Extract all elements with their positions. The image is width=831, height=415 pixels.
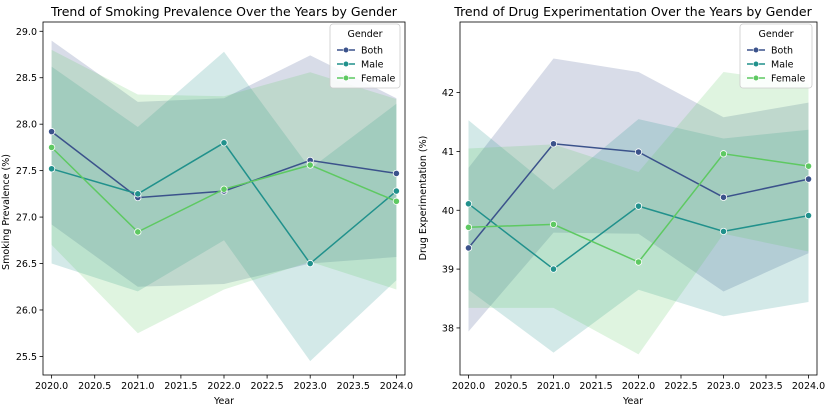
x-tick-label: 2023.5 [749,381,782,392]
legend-swatch-marker [752,74,760,82]
confidence-band-male [51,51,397,362]
legend: Gender Both Male Female [329,23,401,89]
data-point-male [392,187,400,195]
y-tick-label: 27.0 [16,213,37,224]
legend: Gender Both Male Female [739,23,813,89]
data-point-female [220,185,228,193]
x-tick-label: 2023.0 [294,381,327,392]
legend-swatch-marker [342,74,350,82]
legend-entry-both: Both [771,46,793,57]
data-point-female [134,228,142,236]
data-point-female [48,143,56,152]
legend-swatch-marker [342,46,350,54]
x-tick-label: 2024.0 [792,381,825,392]
data-point-female [634,258,643,266]
confidence-band-male [468,119,809,353]
data-point-both [634,148,643,156]
data-point-male [804,211,813,220]
x-tick-label: 2022.5 [664,381,697,392]
y-axis-label: Drug Experimentation (%) [418,136,429,261]
plot-area: 2020.0 2020.5 2021.0 2021.5 2022.0 2022.5 2023… [442,21,825,392]
x-tick-label: 2020.0 [35,381,68,392]
x-tick-label: 2020.5 [494,381,527,392]
x-tick-label: 2021.0 [121,381,154,392]
y-tick-label: 40 [442,206,454,217]
data-point-male [549,265,558,273]
x-tick-label: 2022.0 [207,381,240,392]
legend-entry-male: Male [361,60,384,71]
x-tick-label: 2021.5 [579,381,612,392]
confidence-band-both [468,58,809,332]
y-tick-label: 28.0 [16,120,37,131]
data-point-female [464,223,473,231]
y-tick-label: 41 [442,147,454,158]
y-tick-label: 42 [442,88,454,99]
legend-entry-female: Female [771,74,806,85]
legend-title: Gender [347,29,382,40]
x-tick-label: 2020.5 [78,381,111,392]
confidence-band-both [51,40,397,287]
x-tick-label: 2020.0 [452,381,485,392]
x-tick-label: 2022.5 [250,381,283,392]
data-point-male [464,200,473,208]
x-tick-label: 2022.0 [622,381,655,392]
x-tick-label: 2023.0 [707,381,740,392]
data-point-male [634,202,643,210]
x-axis-label: Year [213,396,234,407]
legend-box [739,23,813,89]
legend-swatch-marker [342,60,350,68]
data-point-female [306,161,314,169]
data-point-both [48,128,56,136]
x-axis-label: Year [622,396,643,407]
y-tick-label: 28.5 [16,73,37,84]
data-point-both [392,169,400,178]
y-tick-label: 39 [442,265,454,276]
legend-box [329,23,401,89]
data-point-both [549,140,558,148]
y-tick-label: 38 [442,323,454,334]
y-tick-label: 29.0 [16,27,37,38]
data-point-male [719,227,728,236]
y-tick-label: 26.0 [16,305,37,316]
x-tick-label: 2024.0 [380,381,413,392]
drug-experimentation-chart: Trend of Drug Experimentation Over the Y… [418,4,825,407]
data-point-male [134,190,142,198]
legend-swatch-marker [752,60,760,68]
data-point-female [719,150,728,158]
data-point-male [306,259,314,268]
legend-swatch-marker [752,46,760,54]
x-tick-label: 2023.5 [337,381,370,392]
data-point-both [464,244,473,252]
x-tick-label: 2021.5 [164,381,197,392]
data-point-female [549,220,558,228]
smoking-prevalence-chart: Trend of Smoking Prevalence Over the Yea… [1,4,413,407]
chart-title: Trend of Smoking Prevalence Over the Yea… [50,4,398,19]
legend-title: Gender [758,29,793,40]
y-tick-label: 27.5 [16,166,37,177]
legend-entry-both: Both [361,46,383,57]
data-point-both [804,175,813,183]
y-tick-label: 25.5 [16,352,37,363]
data-point-male [220,139,228,147]
plot-area: 2020.0 2020.5 2021.0 2021.5 2022.0 2022.5 2023… [16,21,413,392]
y-axis-label: Smoking Prevalence (%) [1,154,12,270]
legend-entry-male: Male [771,60,794,71]
data-point-female [392,197,400,205]
confidence-band-female [468,72,809,355]
y-tick-label: 26.5 [16,259,37,270]
x-tick-label: 2021.0 [537,381,570,392]
data-point-both [719,193,728,201]
data-point-female [804,162,813,170]
chart-title: Trend of Drug Experimentation Over the Y… [453,4,812,19]
legend-entry-female: Female [361,74,396,85]
data-point-male [48,165,56,173]
